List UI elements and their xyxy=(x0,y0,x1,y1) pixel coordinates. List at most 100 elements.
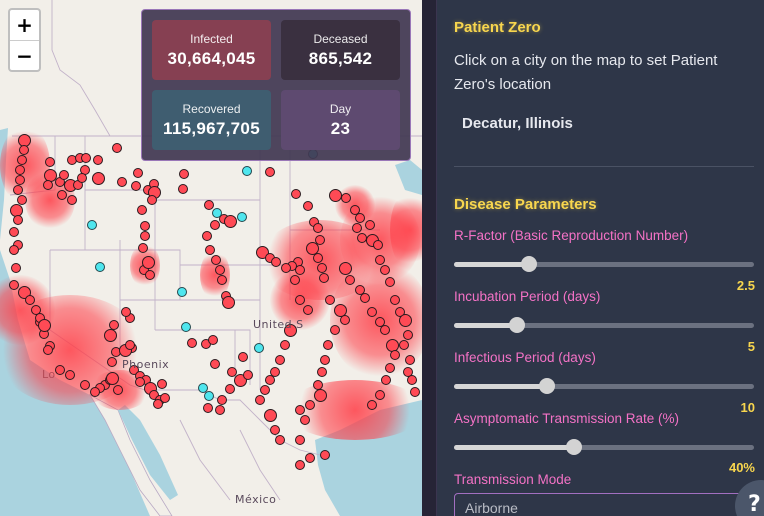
infected-city-marker[interactable] xyxy=(113,385,123,395)
infected-city-marker[interactable] xyxy=(160,393,170,403)
infected-city-marker[interactable] xyxy=(255,395,265,405)
recovered-city-marker[interactable] xyxy=(254,343,264,353)
infected-city-marker[interactable] xyxy=(295,295,305,305)
infected-city-marker[interactable] xyxy=(13,185,23,195)
infected-city-marker[interactable] xyxy=(157,379,167,389)
recovered-city-marker[interactable] xyxy=(242,166,252,176)
infected-city-marker[interactable] xyxy=(300,415,310,425)
infected-city-marker[interactable] xyxy=(223,214,237,228)
infected-city-marker[interactable] xyxy=(93,155,103,165)
transmission-mode-select[interactable]: Airborne xyxy=(454,493,754,516)
infected-city-marker[interactable] xyxy=(365,220,375,230)
infected-city-marker[interactable] xyxy=(117,177,127,187)
infected-city-marker[interactable] xyxy=(323,340,333,350)
infected-city-marker[interactable] xyxy=(380,265,390,275)
infected-city-marker[interactable] xyxy=(275,355,285,365)
infected-city-marker[interactable] xyxy=(215,265,225,275)
infected-city-marker[interactable] xyxy=(405,355,415,365)
infected-city-marker[interactable] xyxy=(67,195,77,205)
incubation-period-slider-thumb[interactable] xyxy=(509,317,525,333)
r-factor-slider[interactable] xyxy=(454,256,754,272)
infected-city-marker[interactable] xyxy=(295,405,305,415)
infected-city-marker[interactable] xyxy=(11,263,21,273)
infected-city-marker[interactable] xyxy=(317,367,327,377)
infected-city-marker[interactable] xyxy=(317,263,327,273)
infected-city-marker[interactable] xyxy=(367,307,377,317)
infected-city-marker[interactable] xyxy=(17,155,27,165)
infected-city-marker[interactable] xyxy=(208,335,218,345)
recovered-city-marker[interactable] xyxy=(212,208,222,218)
infected-city-marker[interactable] xyxy=(320,355,330,365)
infected-city-marker[interactable] xyxy=(90,387,100,397)
infected-city-marker[interactable] xyxy=(390,295,400,305)
recovered-city-marker[interactable] xyxy=(237,212,247,222)
infected-city-marker[interactable] xyxy=(80,380,90,390)
infected-city-marker[interactable] xyxy=(305,241,319,255)
infected-city-marker[interactable] xyxy=(45,157,55,167)
infected-city-marker[interactable] xyxy=(135,377,145,387)
infected-city-marker[interactable] xyxy=(178,184,188,194)
recovered-city-marker[interactable] xyxy=(87,220,97,230)
recovered-city-marker[interactable] xyxy=(177,287,187,297)
infectious-period-slider[interactable] xyxy=(454,378,754,394)
infected-city-marker[interactable] xyxy=(291,189,301,199)
infected-city-marker[interactable] xyxy=(138,243,148,253)
infected-city-marker[interactable] xyxy=(375,255,385,265)
infected-city-marker[interactable] xyxy=(290,275,300,285)
infected-city-marker[interactable] xyxy=(217,275,227,285)
infected-city-marker[interactable] xyxy=(407,375,417,385)
recovered-city-marker[interactable] xyxy=(181,322,191,332)
infected-city-marker[interactable] xyxy=(399,340,409,350)
infected-city-marker[interactable] xyxy=(281,263,291,273)
infected-city-marker[interactable] xyxy=(295,460,305,470)
infected-city-marker[interactable] xyxy=(217,395,227,405)
infected-city-marker[interactable] xyxy=(328,188,342,202)
infected-city-marker[interactable] xyxy=(367,400,377,410)
infected-city-marker[interactable] xyxy=(105,371,119,385)
infected-city-marker[interactable] xyxy=(315,235,325,245)
infected-city-marker[interactable] xyxy=(305,400,315,410)
infected-city-marker[interactable] xyxy=(390,350,400,360)
infected-city-marker[interactable] xyxy=(202,231,212,241)
infected-city-marker[interactable] xyxy=(121,307,131,317)
infected-city-marker[interactable] xyxy=(263,408,277,422)
infected-city-marker[interactable] xyxy=(341,193,351,203)
outbreak-map[interactable]: United S Phoenix Lo México + − Infected … xyxy=(0,0,422,516)
infected-city-marker[interactable] xyxy=(112,143,122,153)
infected-city-marker[interactable] xyxy=(385,363,395,373)
infected-city-marker[interactable] xyxy=(227,367,237,377)
infected-city-marker[interactable] xyxy=(131,181,141,191)
infected-city-marker[interactable] xyxy=(313,223,323,233)
infected-city-marker[interactable] xyxy=(140,231,150,241)
infected-city-marker[interactable] xyxy=(13,215,23,225)
infected-city-marker[interactable] xyxy=(243,370,253,380)
infected-city-marker[interactable] xyxy=(43,345,53,355)
recovered-city-marker[interactable] xyxy=(198,383,208,393)
recovered-city-marker[interactable] xyxy=(204,391,214,401)
infected-city-marker[interactable] xyxy=(271,257,281,267)
infected-city-marker[interactable] xyxy=(303,201,313,211)
infected-city-marker[interactable] xyxy=(17,195,27,205)
infected-city-marker[interactable] xyxy=(325,295,335,305)
infected-city-marker[interactable] xyxy=(340,315,350,325)
infected-city-marker[interactable] xyxy=(179,169,189,179)
infected-city-marker[interactable] xyxy=(145,270,155,280)
infected-city-marker[interactable] xyxy=(37,318,51,332)
incubation-period-slider[interactable] xyxy=(454,317,754,333)
infected-city-marker[interactable] xyxy=(55,365,65,375)
infected-city-marker[interactable] xyxy=(107,357,117,367)
infected-city-marker[interactable] xyxy=(265,167,275,177)
infected-city-marker[interactable] xyxy=(81,153,91,163)
infected-city-marker[interactable] xyxy=(313,253,323,263)
infected-city-marker[interactable] xyxy=(275,435,285,445)
infected-city-marker[interactable] xyxy=(345,275,355,285)
infected-city-marker[interactable] xyxy=(238,352,248,362)
infected-city-marker[interactable] xyxy=(330,325,340,335)
infectious-period-slider-thumb[interactable] xyxy=(539,378,555,394)
infected-city-marker[interactable] xyxy=(59,170,69,180)
infected-city-marker[interactable] xyxy=(129,365,139,375)
infected-city-marker[interactable] xyxy=(270,425,280,435)
infected-city-marker[interactable] xyxy=(9,245,19,255)
infected-city-marker[interactable] xyxy=(210,220,220,230)
asymptomatic-rate-slider-thumb[interactable] xyxy=(566,439,582,455)
